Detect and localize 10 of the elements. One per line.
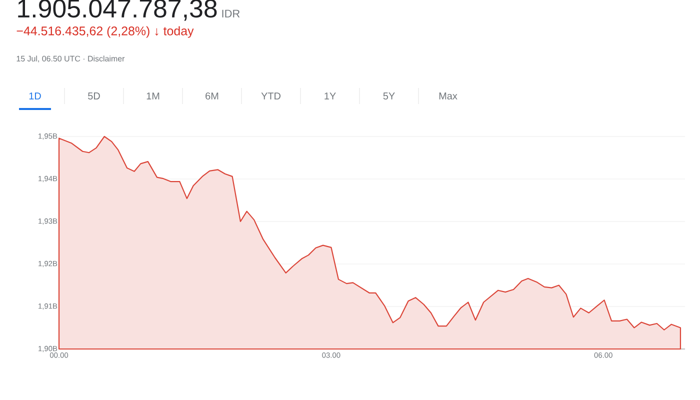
text: 5D bbox=[88, 92, 100, 100]
text: IDR bbox=[222, 10, 240, 18]
text: 6M bbox=[206, 92, 218, 100]
chart-subtitle: −44.516.435,62 (2,28%) ↓ today bbox=[16, 26, 194, 38]
text: 1D bbox=[29, 92, 41, 100]
text: 1Y bbox=[324, 92, 336, 100]
text: 1M bbox=[146, 92, 160, 100]
text: 5Y bbox=[383, 92, 395, 100]
text: YTD bbox=[261, 92, 280, 100]
text: Max bbox=[439, 92, 458, 100]
